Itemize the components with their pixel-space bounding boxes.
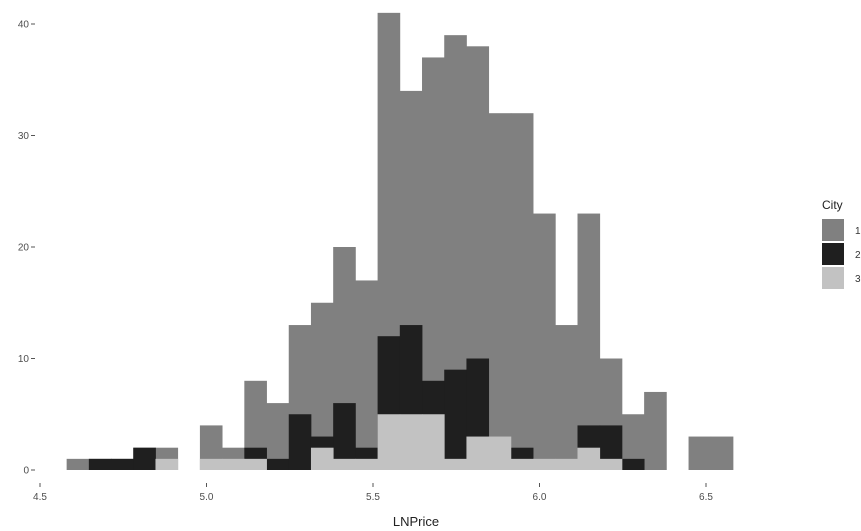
bar-city2-bin10	[288, 414, 312, 470]
bar-city1-bin11	[310, 302, 334, 470]
bar-city3-bin19	[488, 436, 512, 470]
bar-city2-bin25	[621, 458, 645, 470]
bar-city1-bin0	[66, 458, 90, 470]
bar-city3-bin13	[355, 458, 378, 470]
bar-city3-bin17	[444, 458, 467, 470]
bar-city2-bin1	[88, 458, 112, 470]
bar-city1-bin13	[355, 280, 378, 470]
bar-city1-bin29	[710, 436, 734, 470]
x-tick-label: 5.0	[200, 492, 214, 503]
bar-city1-bin19	[488, 113, 512, 470]
bar-city1-bin25	[621, 414, 645, 470]
bar-city3-bin4	[155, 458, 179, 470]
bar-city3-bin21	[533, 458, 556, 470]
bar-city1-bin9	[266, 403, 290, 470]
histogram-bars	[66, 12, 734, 471]
x-tick-label: 6.0	[533, 492, 547, 503]
bar-city3-bin11	[310, 447, 334, 470]
x-tick-label: 4.5	[33, 492, 47, 503]
bar-city2-bin2	[111, 458, 134, 470]
bar-city2-bin9	[266, 458, 290, 470]
bar-city2-bin17	[444, 369, 467, 470]
bar-city1-bin17	[444, 35, 467, 471]
legend-key-city3	[822, 267, 844, 289]
y-tick-label: 40	[18, 20, 30, 31]
bar-city3-bin6	[199, 458, 223, 470]
bar-city3-bin23	[577, 447, 601, 470]
bar-city3-bin12	[333, 458, 356, 470]
bar-city3-bin14	[377, 414, 401, 470]
x-tick-label: 6.5	[699, 492, 713, 503]
legend-label-city3: 3	[855, 274, 861, 285]
bar-city3-bin15	[399, 414, 423, 470]
bar-city1-bin16	[422, 57, 445, 470]
bar-city1-bin21	[533, 213, 556, 471]
bar-city3-bin16	[422, 414, 445, 470]
bar-city3-bin7	[222, 458, 245, 470]
bar-city3-bin22	[555, 458, 578, 470]
y-tick-label: 10	[18, 354, 30, 365]
bar-city1-bin23	[577, 213, 601, 471]
bar-city3-bin20	[510, 458, 534, 470]
bar-city2-bin3	[133, 447, 156, 470]
bar-city1-bin22	[555, 325, 578, 470]
y-tick-label: 0	[23, 466, 29, 477]
bar-city1-bin26	[644, 391, 667, 470]
legend-title: City	[822, 198, 843, 212]
bar-city2-bin12	[333, 403, 356, 470]
y-tick-label: 30	[18, 131, 30, 142]
bar-city1-bin20	[510, 113, 534, 470]
legend-label-city1: 1	[855, 226, 861, 237]
legend-key-city1	[822, 219, 844, 241]
legend-label-city2: 2	[855, 250, 861, 261]
legend-key-city2	[822, 243, 844, 265]
bar-city3-bin8	[244, 458, 267, 470]
y-axis: 0 10 20 30 40	[18, 20, 35, 477]
bar-city1-bin28	[688, 436, 712, 470]
bar-city3-bin24	[599, 458, 623, 470]
bar-city3-bin18	[466, 436, 490, 470]
y-tick-label: 20	[18, 243, 30, 254]
legend: City 1 2 3	[822, 198, 861, 289]
x-tick-label: 5.5	[366, 492, 380, 503]
x-axis: 4.5 5.0 5.5 6.0 6.5	[33, 483, 713, 503]
x-axis-title: LNPrice	[393, 514, 439, 529]
